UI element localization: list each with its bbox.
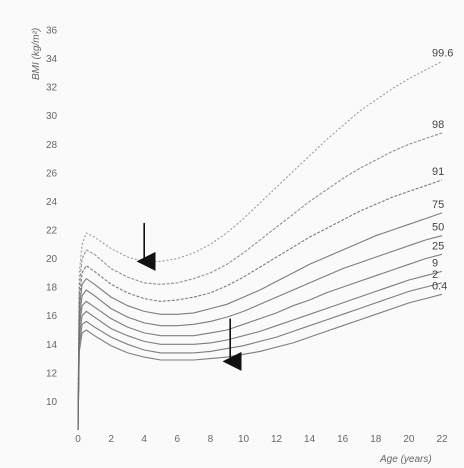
- x-tick-label: 18: [370, 434, 382, 445]
- y-tick-label: 20: [46, 254, 58, 265]
- percentile-label: 25: [432, 240, 444, 252]
- percentile-label: 2: [432, 269, 438, 281]
- curve-9: [77, 270, 443, 431]
- percentile-label: 98: [432, 119, 444, 131]
- curve-2: [77, 282, 443, 431]
- x-tick-label: 10: [238, 434, 250, 445]
- curve-0-4: [77, 293, 443, 431]
- curve-75: [77, 212, 443, 426]
- percentile-label: 75: [432, 199, 444, 211]
- percentile-curves: [77, 60, 443, 431]
- percentile-label: 91: [432, 166, 444, 178]
- y-tick-label: 34: [46, 54, 58, 65]
- percentile-label: 9: [432, 257, 438, 269]
- y-tick-label: 30: [46, 111, 58, 122]
- curve-50: [77, 235, 443, 431]
- y-tick-label: 18: [46, 283, 58, 294]
- x-tick-label: 8: [208, 434, 214, 445]
- y-tick-label: 24: [46, 197, 58, 208]
- y-tick-label: 26: [46, 168, 58, 179]
- percentile-label: 50: [432, 222, 444, 234]
- x-tick-label: 4: [141, 434, 147, 445]
- percentile-label: 0.4: [432, 280, 447, 292]
- y-tick-label: 28: [46, 140, 58, 151]
- y-tick-label: 22: [46, 226, 58, 237]
- x-tick-label: 22: [436, 434, 448, 445]
- x-tick-label: 12: [271, 434, 283, 445]
- y-tick-label: 10: [46, 397, 58, 408]
- curve-91: [77, 179, 443, 422]
- x-tick-label: 2: [108, 434, 114, 445]
- x-tick-label: 16: [337, 434, 349, 445]
- y-tick-label: 14: [46, 340, 58, 351]
- y-tick-label: 36: [46, 26, 58, 37]
- curve-25: [77, 253, 443, 431]
- y-axis-tick-labels: 10 12 14 16 18 20 22 24 26 28 30 32 34 36: [46, 26, 58, 408]
- x-tick-label: 0: [75, 434, 81, 445]
- y-axis-label: BMI (kg/m²): [31, 28, 42, 80]
- x-axis-label: Age (years): [379, 454, 432, 465]
- y-tick-label: 32: [46, 83, 58, 94]
- curve-99-6: [77, 60, 443, 409]
- x-tick-label: 14: [304, 434, 316, 445]
- x-tick-label: 6: [175, 434, 181, 445]
- y-tick-label: 12: [46, 368, 58, 379]
- percentile-labels: 99.6 98 91 75 50 25 920.4: [432, 47, 453, 292]
- y-tick-label: 16: [46, 311, 58, 322]
- percentile-label: 99.6: [432, 47, 453, 59]
- x-axis-tick-labels: 0 2 4 6 8 10 12 14 16 18 20 22: [75, 434, 448, 445]
- annotation-arrows: [136, 222, 242, 371]
- x-tick-label: 20: [403, 434, 415, 445]
- curve-98: [77, 132, 443, 416]
